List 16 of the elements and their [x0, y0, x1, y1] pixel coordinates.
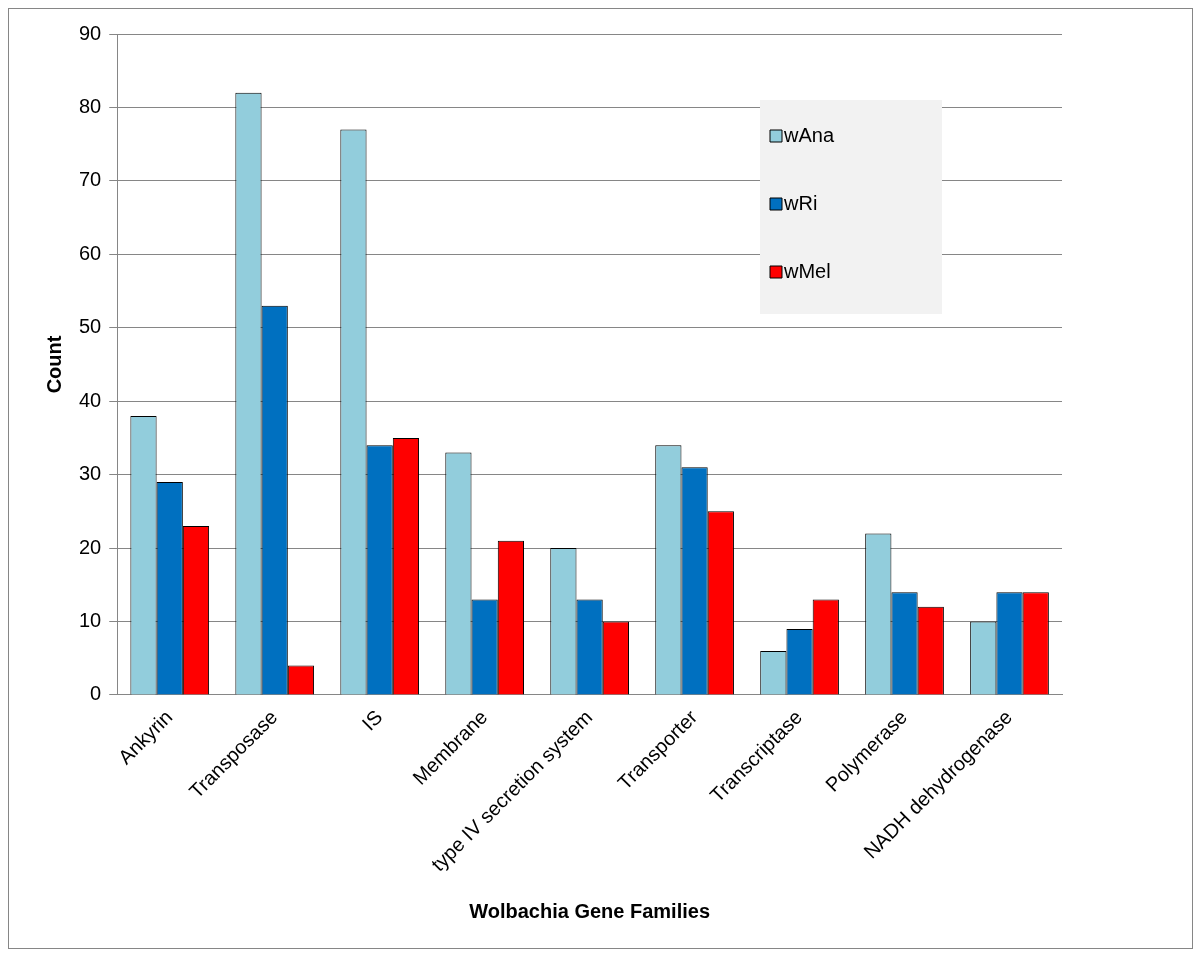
y-tick-label: 10	[79, 609, 102, 632]
x-tick-label: IS	[357, 705, 387, 735]
legend-label: wMel	[783, 259, 831, 282]
y-tick-label: 0	[90, 682, 102, 705]
y-tick-label: 50	[79, 315, 102, 338]
y-tick-label: 90	[79, 21, 102, 44]
legend-label: wRi	[783, 191, 818, 214]
y-tick-label: 70	[79, 168, 102, 191]
legend-label: wAna	[783, 123, 835, 146]
y-tick-label: 20	[79, 535, 102, 558]
y-tick-label: 60	[79, 241, 102, 264]
x-axis-title: Wolbachia Gene Families	[469, 899, 711, 922]
y-tick-label: 80	[79, 94, 102, 117]
y-tick-label: 30	[79, 462, 102, 485]
y-axis-title: Count	[42, 335, 65, 394]
y-tick-label: 40	[79, 388, 102, 411]
